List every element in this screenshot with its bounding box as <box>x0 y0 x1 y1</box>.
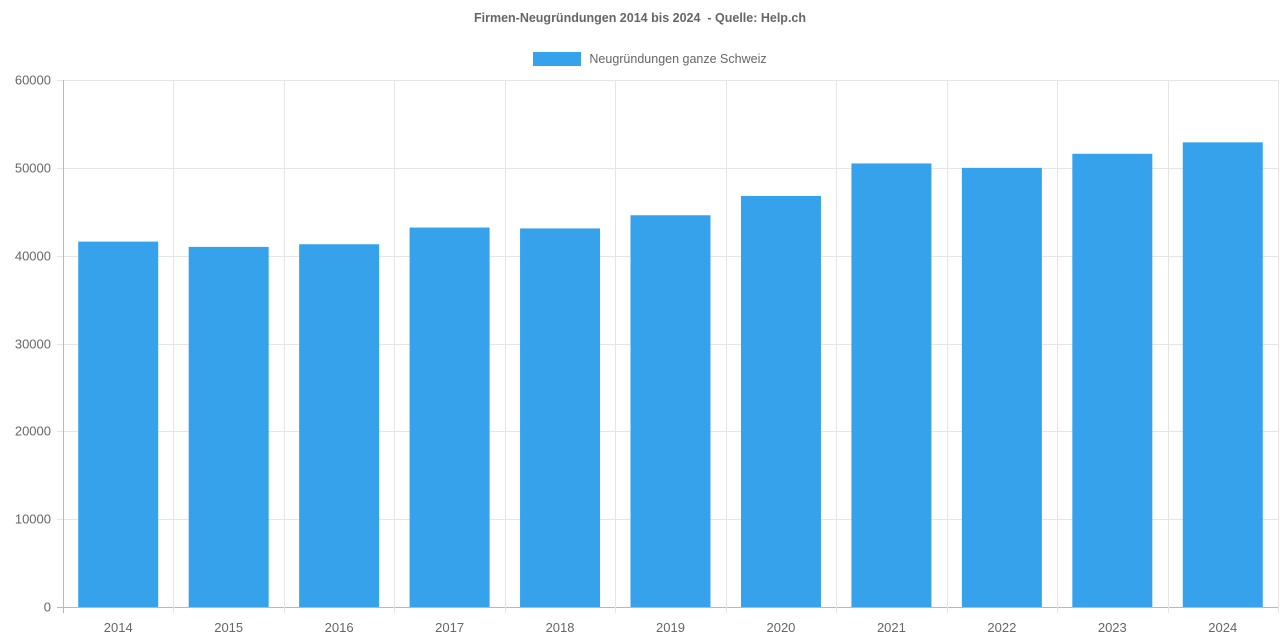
y-tick-label: 20000 <box>15 424 51 439</box>
x-tick-label: 2019 <box>656 620 685 634</box>
x-tick-label: 2022 <box>987 620 1016 634</box>
x-tick-label: 2015 <box>214 620 243 634</box>
bar-2022 <box>962 168 1042 607</box>
y-tick-label: 60000 <box>15 73 51 88</box>
bar-2017 <box>410 228 490 607</box>
y-tick-label: 40000 <box>15 249 51 264</box>
y-tick-label: 50000 <box>15 161 51 176</box>
bar-2023 <box>1072 154 1152 607</box>
bar-2019 <box>631 215 711 607</box>
x-tick-label: 2017 <box>435 620 464 634</box>
y-tick-label: 10000 <box>15 512 51 527</box>
bar-2020 <box>741 196 821 607</box>
bar-2016 <box>299 244 379 607</box>
x-tick-label: 2018 <box>546 620 575 634</box>
x-tick-label: 2023 <box>1098 620 1127 634</box>
x-tick-label: 2021 <box>877 620 906 634</box>
x-tick-label: 2016 <box>325 620 354 634</box>
bar-2015 <box>189 247 269 607</box>
x-tick-label: 2024 <box>1208 620 1237 634</box>
y-tick-label: 0 <box>44 600 51 615</box>
bar-2018 <box>520 228 600 607</box>
bar-2014 <box>78 242 158 607</box>
bar-2024 <box>1183 142 1263 607</box>
bar-2021 <box>851 163 931 607</box>
y-tick-label: 30000 <box>15 337 51 352</box>
x-tick-label: 2014 <box>104 620 133 634</box>
x-tick-label: 2020 <box>766 620 795 634</box>
